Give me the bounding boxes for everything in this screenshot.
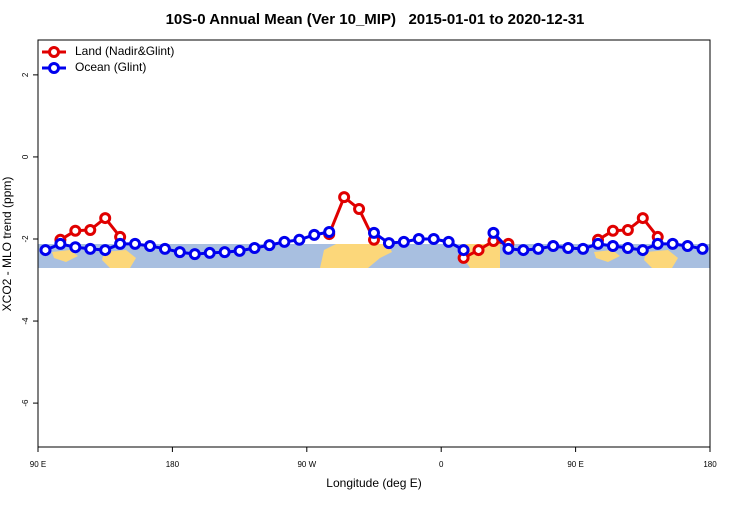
data-point xyxy=(129,237,142,250)
data-point xyxy=(532,242,545,255)
data-point xyxy=(218,246,231,259)
data-point xyxy=(681,239,694,252)
data-point xyxy=(636,244,649,257)
data-point xyxy=(442,235,455,248)
data-point xyxy=(457,244,470,257)
data-point xyxy=(577,242,590,255)
data-point xyxy=(592,237,604,250)
data-point xyxy=(382,237,395,250)
data-point xyxy=(338,191,351,204)
data-point xyxy=(308,228,321,241)
data-point xyxy=(39,244,52,257)
data-point xyxy=(368,226,380,239)
data-point xyxy=(517,244,530,257)
data-point xyxy=(323,226,336,239)
x-tick-label: 90 E xyxy=(30,460,46,469)
data-point xyxy=(487,226,500,239)
data-point xyxy=(233,244,246,257)
data-point xyxy=(263,239,276,252)
x-tick-label: 180 xyxy=(166,460,180,469)
data-point xyxy=(84,223,97,236)
data-point xyxy=(651,237,664,250)
x-axis-label: Longitude (deg E) xyxy=(326,476,421,490)
y-tick-label: 2 xyxy=(21,72,30,77)
x-tick-label: 90 E xyxy=(567,460,583,469)
data-point xyxy=(621,223,634,236)
data-point xyxy=(636,212,649,225)
data-point xyxy=(84,242,97,255)
legend-marker xyxy=(48,46,60,58)
data-point xyxy=(547,239,560,252)
data-point xyxy=(188,248,201,261)
data-point xyxy=(248,242,261,255)
data-point xyxy=(412,232,425,245)
land-shape xyxy=(52,244,678,268)
data-point xyxy=(144,239,156,252)
legend-marker xyxy=(48,62,60,74)
plot-layer: 90 E 180 90 W 0 90 E 180 2 0 -2 -4 -6 Land (Nadir&G… xyxy=(21,44,717,469)
data-point xyxy=(696,242,709,255)
data-point xyxy=(621,242,634,255)
plot-frame xyxy=(37,39,711,448)
legend-label: Ocean (Glint) xyxy=(75,60,146,74)
data-point xyxy=(666,237,679,250)
x-tick-label: 90 W xyxy=(297,460,316,469)
data-point xyxy=(606,239,619,252)
y-tick-label: 0 xyxy=(21,154,30,159)
data-point xyxy=(278,235,291,248)
data-point xyxy=(203,246,216,259)
data-point xyxy=(397,235,410,248)
data-point xyxy=(54,237,67,250)
legend-label: Land (Nadir&Glint) xyxy=(75,44,174,58)
data-point xyxy=(293,233,306,246)
data-point xyxy=(562,242,575,255)
data-point xyxy=(69,224,82,237)
x-tick-label: 0 xyxy=(439,460,444,469)
x-tick-label: 180 xyxy=(703,460,717,469)
chart-title: 10S-0 Annual Mean (Ver 10_MIP) 2015-01-0… xyxy=(166,11,585,28)
data-point xyxy=(606,224,619,237)
data-point xyxy=(99,212,112,225)
data-point xyxy=(353,203,366,216)
data-point xyxy=(99,244,112,257)
data-point xyxy=(502,242,515,255)
y-tick-label: -4 xyxy=(21,317,30,325)
data-point xyxy=(114,237,127,250)
y-tick-label: -6 xyxy=(21,399,30,407)
data-point xyxy=(158,242,171,255)
data-point xyxy=(173,246,186,259)
y-tick-label: -2 xyxy=(21,235,30,243)
y-axis-label: XCO2 - MLO trend (ppm) xyxy=(0,177,14,312)
data-point xyxy=(69,241,82,254)
data-point xyxy=(427,232,440,245)
data-point xyxy=(472,244,485,257)
